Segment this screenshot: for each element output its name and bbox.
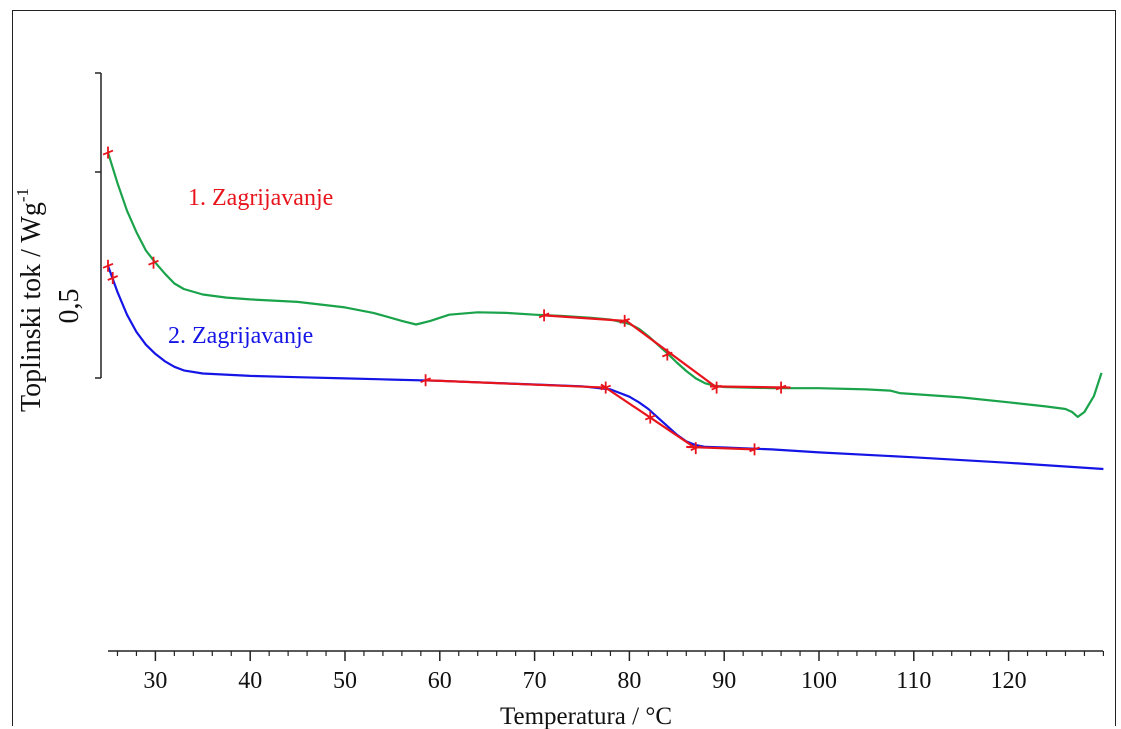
series-line-1	[106, 152, 1103, 418]
x-tick-label-100: 100	[801, 668, 837, 694]
tangent-marker-7	[600, 381, 612, 394]
x-tick-label-40: 40	[238, 668, 262, 694]
tangent-marker-h-7	[600, 384, 612, 391]
tangent-marker-14	[107, 272, 119, 285]
x-tick-label-60: 60	[428, 668, 452, 694]
x-tick-label-90: 90	[712, 668, 736, 694]
tangent-marker-8	[644, 411, 656, 424]
series-label-1: 1. Zagrijavanje	[188, 185, 333, 211]
tangent-line-4	[425, 379, 606, 389]
x-tick-label-110: 110	[896, 668, 931, 694]
tangent-marker-6	[420, 374, 431, 387]
tangent-layer	[425, 314, 791, 451]
x-tick-label-30: 30	[143, 668, 167, 694]
tangent-marker-layer	[102, 146, 787, 456]
tangent-marker-h-4	[711, 384, 722, 391]
tangent-marker-h-8	[644, 414, 656, 421]
x-axis: 30 40 50 60 70 80 90 100 110 120	[108, 650, 1105, 694]
tangent-marker-h-9	[690, 445, 702, 451]
series-line-2	[106, 265, 1104, 471]
chart-frame	[12, 10, 1116, 726]
tangent-marker-10	[749, 443, 760, 456]
x-tick-label-50: 50	[333, 668, 357, 694]
tangent-line-3	[709, 385, 791, 389]
x-axis-label: Temperatura / °C	[500, 703, 672, 729]
tangent-marker-12	[148, 256, 159, 269]
tangent-marker-h-14	[107, 275, 119, 281]
tangent-marker-h-13	[102, 262, 114, 269]
tangent-marker-h-6	[420, 377, 431, 384]
tangent-marker-h-1	[538, 312, 550, 319]
tangent-line-5	[600, 383, 697, 450]
tangent-marker-1	[538, 309, 550, 322]
x-tick-label-70: 70	[523, 668, 547, 694]
x-tick-label-120: 120	[991, 668, 1027, 694]
tangent-marker-h-10	[749, 446, 760, 453]
tangent-marker-4	[711, 381, 722, 394]
tangent-marker-h-5	[775, 384, 787, 391]
tangent-marker-3	[661, 348, 673, 361]
series-label-2: 2. Zagrijavanje	[168, 323, 313, 349]
tangent-marker-h-3	[661, 351, 673, 358]
tangent-marker-9	[690, 442, 702, 455]
y-scale-bar	[95, 72, 102, 379]
tangent-marker-h-11	[102, 149, 114, 156]
tangent-marker-13	[102, 259, 114, 272]
y-axis-label-text: Toplinski tok / Wg	[16, 202, 47, 412]
tangent-marker-11	[102, 146, 114, 159]
tangent-line-1	[544, 314, 625, 322]
tangent-marker-h-2	[619, 318, 630, 324]
x-tick-label-80: 80	[617, 668, 641, 694]
y-axis-label-superscript: -1	[13, 188, 32, 202]
y-axis-label: Toplinski tok / Wg-1	[13, 188, 47, 412]
tangent-marker-2	[619, 314, 630, 327]
tangent-marker-h-12	[148, 259, 159, 266]
scale-bar-label: 0,5	[54, 289, 85, 324]
tangent-marker-5	[775, 381, 787, 394]
